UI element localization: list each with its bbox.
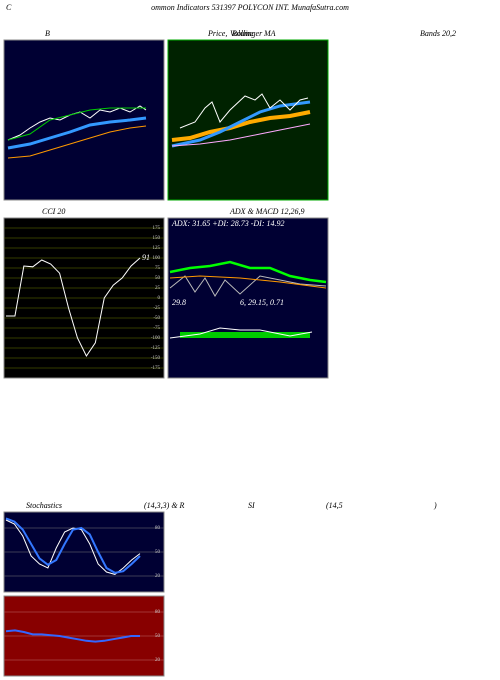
y-tick-label: 20 (155, 574, 161, 579)
y-tick-label: -150 (151, 356, 161, 361)
y-tick-label: 50 (155, 634, 161, 639)
y-tick-label: 20 (155, 658, 161, 663)
label: ADX & MACD 12,26,9 (229, 207, 304, 216)
y-tick-label: 0 (158, 296, 161, 301)
y-tick-label: 50 (155, 550, 161, 555)
label: SI (248, 501, 255, 510)
series-line (6, 257, 141, 357)
y-tick-label: 100 (153, 256, 161, 261)
y-tick-label: 50 (155, 276, 161, 281)
label: (14,5 (326, 501, 343, 510)
panel (167, 217, 329, 379)
label: ) (433, 501, 437, 510)
watermark: MunafaSutra.com (171, 568, 359, 597)
adx-lines (169, 260, 327, 339)
label: Volume (230, 29, 254, 38)
label: Bollinger (232, 29, 263, 38)
label: Price, (207, 29, 227, 38)
series-line (5, 629, 140, 643)
label: 29.8 (172, 298, 186, 307)
y-tick-label: -125 (151, 346, 161, 351)
value-label: 91 (142, 253, 150, 262)
panel (167, 39, 329, 201)
y-tick-label: 175 (153, 226, 161, 231)
label: (14,3,3) & R (144, 501, 185, 510)
y-tick-label: -175 (151, 366, 161, 371)
y-tick-label: -50 (153, 316, 160, 321)
label: 6, 29.15, 0.71 (240, 298, 284, 307)
y-tick-label: -25 (153, 306, 160, 311)
y-tick-label: 150 (153, 236, 161, 241)
chart-title: CCI 20 (42, 207, 65, 216)
y-tick-label: 75 (155, 266, 161, 271)
series-line (5, 517, 141, 574)
price-lines (7, 105, 147, 159)
y-tick-label: 125 (153, 246, 161, 251)
y-tick-label: -100 (151, 336, 161, 341)
label: ADX: 31.65 +DI: 28.73 -DI: 14.92 (171, 219, 285, 228)
y-tick-label: 80 (155, 526, 161, 531)
price-lines (171, 93, 311, 148)
y-tick-label: 25 (155, 286, 161, 291)
y-tick-label: -75 (153, 326, 160, 331)
label: Bands 20,2 (420, 29, 456, 38)
header-c: C (6, 3, 12, 12)
label: MA (263, 29, 276, 38)
header-title: ommon Indicators 531397 POLYCON INT. Mun… (151, 3, 349, 12)
label: Stochastics (26, 501, 62, 510)
y-tick-label: 80 (155, 610, 161, 615)
label: B (45, 29, 50, 38)
